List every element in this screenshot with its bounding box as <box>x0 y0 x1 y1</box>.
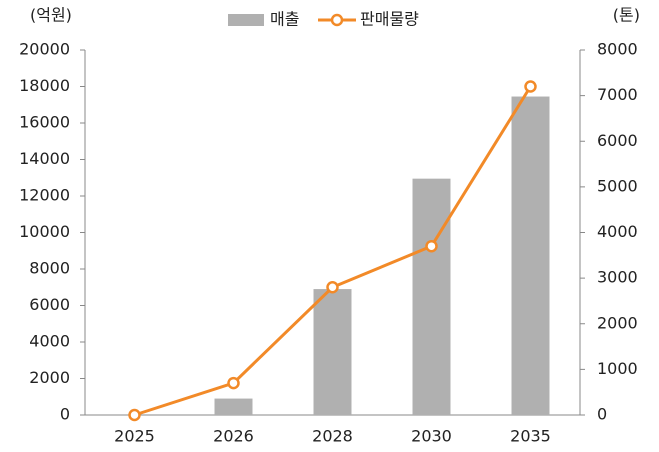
y-axis-label: (억원) <box>30 6 72 25</box>
y2-tick-label: 6000 <box>597 131 638 150</box>
bar <box>412 178 451 415</box>
point <box>128 408 141 422</box>
point <box>524 80 537 93</box>
x-tick-label: 2030 <box>411 427 452 446</box>
y-tick-label: 12000 <box>19 186 70 205</box>
point <box>425 239 438 253</box>
legend-label: 판매물량 <box>360 10 419 29</box>
bar <box>313 289 352 415</box>
y2-tick-label: 8000 <box>597 40 638 59</box>
y2-tick-label: 0 <box>597 405 607 424</box>
y-tick-label: 20000 <box>19 40 70 59</box>
y-tick-label: 0 <box>60 405 70 424</box>
bar <box>511 96 550 415</box>
x-tick-label: 2035 <box>510 427 551 446</box>
x-tick-label: 2026 <box>213 427 254 446</box>
y-tick-label: 16000 <box>19 113 70 132</box>
y2-tick-label: 2000 <box>597 313 638 332</box>
y-tick-label: 2000 <box>29 368 70 387</box>
legend-label: 매출 <box>270 10 299 29</box>
y-tick-label: 10000 <box>19 222 70 241</box>
bar <box>214 398 253 415</box>
y2-tick-label: 3000 <box>597 268 638 287</box>
point <box>227 376 240 390</box>
x-tick-label: 2025 <box>114 427 155 446</box>
y2-tick-label: 7000 <box>597 85 638 104</box>
y-tick-label: 8000 <box>29 259 70 278</box>
y-tick-label: 18000 <box>19 76 70 95</box>
x-tick-label: 2028 <box>312 427 353 446</box>
y2-tick-label: 1000 <box>597 359 638 378</box>
point <box>326 281 339 294</box>
y-tick-label: 14000 <box>19 149 70 168</box>
y2-tick-label: 5000 <box>597 176 638 195</box>
y-tick-label: 6000 <box>29 295 70 314</box>
y2-tick-label: 4000 <box>597 222 638 241</box>
legend-swatch <box>228 14 264 26</box>
y2-axis-label: (톤) <box>613 6 640 25</box>
legend-marker <box>330 13 344 27</box>
y-tick-label: 4000 <box>29 332 70 351</box>
